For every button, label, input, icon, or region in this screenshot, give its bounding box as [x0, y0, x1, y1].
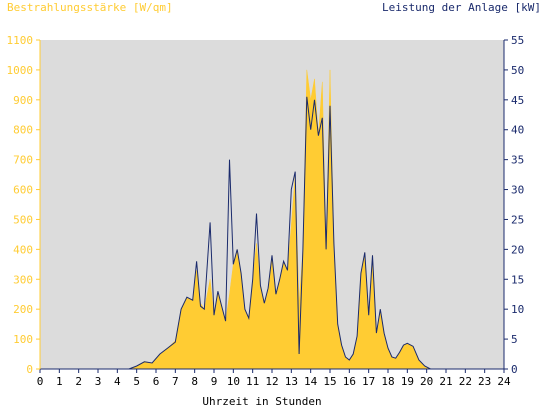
y-left-tick-label: 800: [13, 124, 33, 137]
y-right-tick-label: 0: [511, 363, 518, 376]
x-tick-label: 9: [211, 375, 218, 388]
x-tick-label: 5: [133, 375, 140, 388]
y-right-tick-label: 40: [511, 124, 524, 137]
x-tick-label: 18: [381, 375, 394, 388]
x-tick-label: 19: [401, 375, 414, 388]
x-tick-label: 8: [191, 375, 198, 388]
x-tick-label: 1: [56, 375, 63, 388]
x-tick-label: 22: [459, 375, 472, 388]
x-axis-title: Uhrzeit in Stunden: [202, 395, 321, 408]
y-right-tick-label: 5: [511, 333, 518, 346]
series-layer: [40, 69, 504, 370]
y-right-tick-label: 15: [511, 273, 524, 286]
x-tick-label: 13: [285, 375, 298, 388]
y-left-tick-label: 600: [13, 184, 33, 197]
x-tick-label: 16: [343, 375, 356, 388]
x-tick-label: 24: [497, 375, 511, 388]
y-right-tick-label: 25: [511, 213, 524, 226]
x-tick-label: 2: [75, 375, 82, 388]
y-right-tick-label: 55: [511, 34, 524, 47]
y-left-tick-label: 1100: [7, 34, 34, 47]
right-axis-title: Leistung der Anlage [kW]: [382, 1, 541, 14]
left-axis-title: Bestrahlungsstärke [W/qm]: [7, 1, 173, 14]
x-tick-label: 3: [95, 375, 102, 388]
x-tick-label: 20: [420, 375, 433, 388]
y-right-tick-label: 45: [511, 94, 524, 107]
x-tick-label: 17: [362, 375, 375, 388]
x-tick-label: 7: [172, 375, 179, 388]
y-left-tick-label: 1000: [7, 64, 34, 77]
x-tick-label: 0: [37, 375, 44, 388]
y-right-tick-label: 35: [511, 154, 524, 167]
y-left-tick-label: 400: [13, 243, 33, 256]
y-right-tick-label: 20: [511, 243, 524, 256]
y-right-tick-label: 50: [511, 64, 524, 77]
y-right-tick-label: 30: [511, 184, 524, 197]
x-tick-label: 21: [439, 375, 452, 388]
y-left-tick-label: 500: [13, 213, 33, 226]
y-left-tick-label: 100: [13, 333, 33, 346]
y-left-tick-label: 300: [13, 273, 33, 286]
y-left-tick-label: 200: [13, 303, 33, 316]
y-right-tick-label: 10: [511, 303, 524, 316]
y-left-tick-label: 900: [13, 94, 33, 107]
x-tick-label: 15: [323, 375, 336, 388]
x-tick-label: 14: [304, 375, 318, 388]
y-left-tick-label: 700: [13, 154, 33, 167]
y-left-tick-label: 0: [26, 363, 33, 376]
x-tick-label: 6: [153, 375, 160, 388]
x-tick-label: 12: [265, 375, 278, 388]
series-power-line: [40, 96, 504, 370]
x-tick-label: 23: [478, 375, 491, 388]
x-tick-label: 10: [227, 375, 240, 388]
x-tick-label: 11: [246, 375, 259, 388]
ticks-layer: 0 1 2 3 4 5 6 7 8 9 10 11 12 13 14 15 16 17 18 19 20 21 22 23 24…: [7, 34, 525, 388]
x-tick-label: 4: [114, 375, 121, 388]
